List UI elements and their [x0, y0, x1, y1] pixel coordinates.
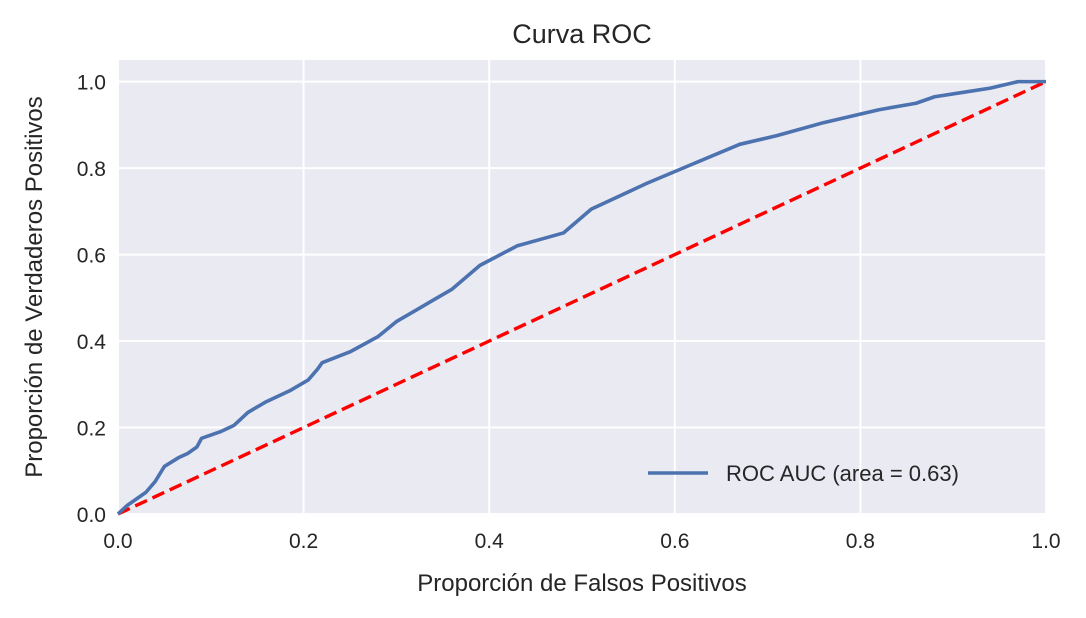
- grid: [117, 60, 1047, 515]
- x-tick-label: 0.4: [475, 530, 505, 553]
- y-tick-label: 0.8: [77, 158, 106, 181]
- legend-label-roc: ROC AUC (area = 0.63): [726, 461, 959, 486]
- plot-area: [118, 60, 1046, 514]
- x-axis-label: Proporción de Falsos Positivos: [417, 570, 746, 597]
- series-layer: [116, 79, 1047, 516]
- x-axis-ticks: 0.0 0.2 0.4 0.6 0.8 1.0: [103, 530, 1060, 553]
- x-tick-label: 0.0: [103, 530, 132, 553]
- x-tick-label: 0.6: [660, 530, 689, 553]
- y-tick-label: 0.2: [77, 418, 106, 441]
- x-tick-label: 0.2: [289, 530, 318, 553]
- x-tick-label: 1.0: [1031, 530, 1060, 553]
- y-axis-ticks: 0.0 0.2 0.4 0.6 0.8 1.0: [77, 72, 107, 527]
- chart-title: Curva ROC: [512, 19, 652, 49]
- x-tick-label: 0.8: [846, 530, 875, 553]
- y-tick-label: 0.4: [77, 331, 107, 354]
- y-axis-label: Proporción de Verdaderos Positivos: [21, 96, 48, 478]
- legend: ROC AUC (area = 0.63): [648, 461, 959, 486]
- y-tick-label: 0.6: [77, 245, 106, 268]
- roc-curve-line: [116, 79, 1046, 516]
- y-tick-label: 0.0: [77, 504, 106, 527]
- y-tick-label: 1.0: [77, 72, 106, 95]
